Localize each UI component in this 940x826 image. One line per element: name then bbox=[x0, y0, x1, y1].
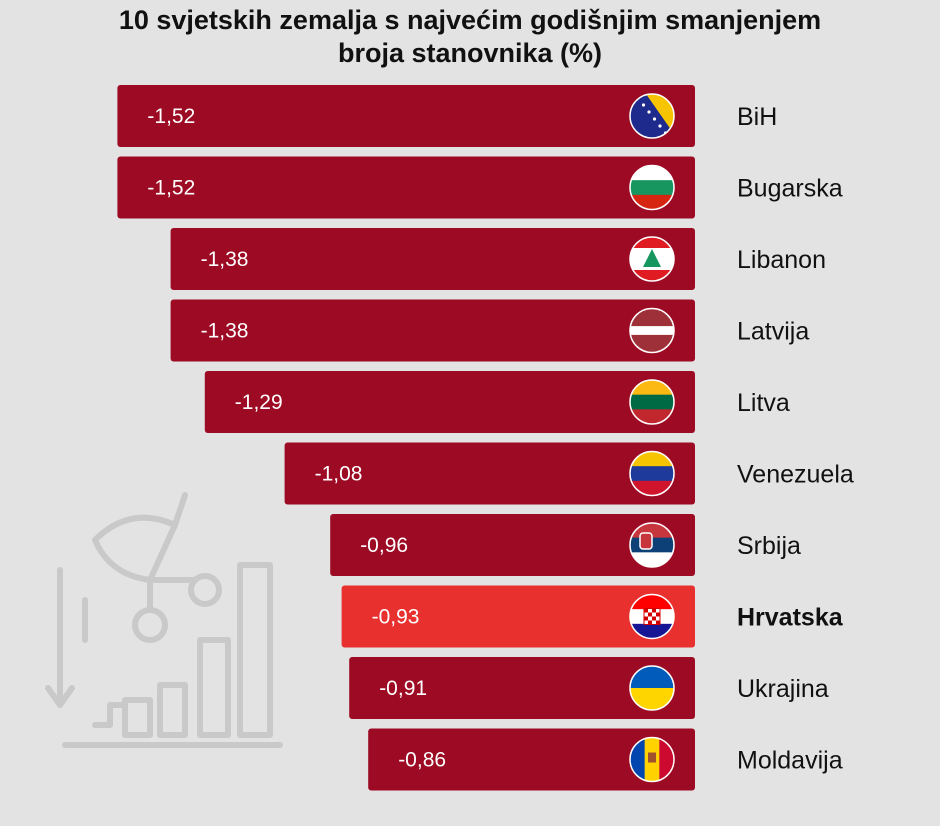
bar-bugarska bbox=[117, 156, 695, 219]
bar-srbija bbox=[330, 514, 695, 576]
category-label-moldavija: Moldavija bbox=[737, 747, 843, 775]
value-label-moldavija: -0,86 bbox=[398, 749, 446, 772]
lithuania-flag-icon bbox=[629, 379, 675, 425]
category-label-bih: BiH bbox=[737, 103, 777, 131]
bar-libanon bbox=[170, 228, 696, 290]
category-label-latvija: Latvija bbox=[737, 318, 809, 346]
value-label-bih: -1,52 bbox=[147, 105, 195, 128]
croatia-flag-icon bbox=[629, 593, 675, 640]
chart-title-line-1: 10 svjetskih zemalja s najvećim godišnji… bbox=[118, 5, 822, 35]
category-label-bugarska: Bugarska bbox=[737, 175, 843, 203]
value-label-bugarska: -1,52 bbox=[147, 177, 195, 200]
venezuela-flag-icon bbox=[629, 450, 675, 497]
latvia-flag-icon bbox=[629, 307, 675, 354]
bar-hrvatska bbox=[341, 585, 695, 648]
bih-flag-icon bbox=[629, 93, 675, 139]
value-label-hrvatska: -0,93 bbox=[372, 606, 420, 629]
bar-ukrajina bbox=[349, 657, 695, 719]
serbia-flag-icon bbox=[629, 522, 675, 568]
category-label-ukrajina: Ukrajina bbox=[737, 675, 829, 703]
value-label-venezuela: -1,08 bbox=[315, 463, 363, 486]
category-label-litva: Litva bbox=[737, 389, 790, 417]
value-label-libanon: -1,38 bbox=[201, 248, 249, 271]
value-label-litva: -1,29 bbox=[235, 391, 283, 414]
chart-title: 10 svjetskih zemalja s najvećim godišnji… bbox=[0, 4, 940, 70]
category-label-libanon: Libanon bbox=[737, 246, 826, 274]
bar-moldavija bbox=[368, 728, 695, 791]
chart-title-line-2: broja stanovnika (%) bbox=[337, 38, 603, 68]
category-label-srbija: Srbija bbox=[737, 532, 801, 560]
value-label-ukrajina: -0,91 bbox=[379, 677, 427, 700]
bar-latvija bbox=[170, 299, 696, 362]
lebanon-flag-icon bbox=[629, 236, 675, 282]
value-label-latvija: -1,38 bbox=[201, 320, 249, 343]
bar-litva bbox=[204, 371, 696, 433]
bar-venezuela bbox=[284, 442, 695, 505]
bar-bih bbox=[117, 85, 695, 147]
ukraine-flag-icon bbox=[629, 665, 675, 711]
value-label-srbija: -0,96 bbox=[360, 534, 408, 557]
bulgaria-flag-icon bbox=[629, 164, 675, 211]
moldova-flag-icon bbox=[629, 736, 675, 783]
category-label-venezuela: Venezuela bbox=[737, 461, 854, 489]
category-label-hrvatska: Hrvatska bbox=[737, 604, 844, 632]
population-decline-illustration bbox=[45, 492, 283, 748]
